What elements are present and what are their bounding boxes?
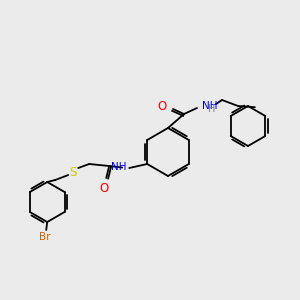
Text: O: O — [158, 100, 167, 112]
Text: Br: Br — [40, 232, 51, 242]
Text: O: O — [100, 182, 109, 195]
Text: S: S — [70, 166, 77, 178]
Text: NH: NH — [111, 162, 126, 172]
Text: NH: NH — [202, 101, 218, 111]
Text: H: H — [208, 104, 216, 114]
